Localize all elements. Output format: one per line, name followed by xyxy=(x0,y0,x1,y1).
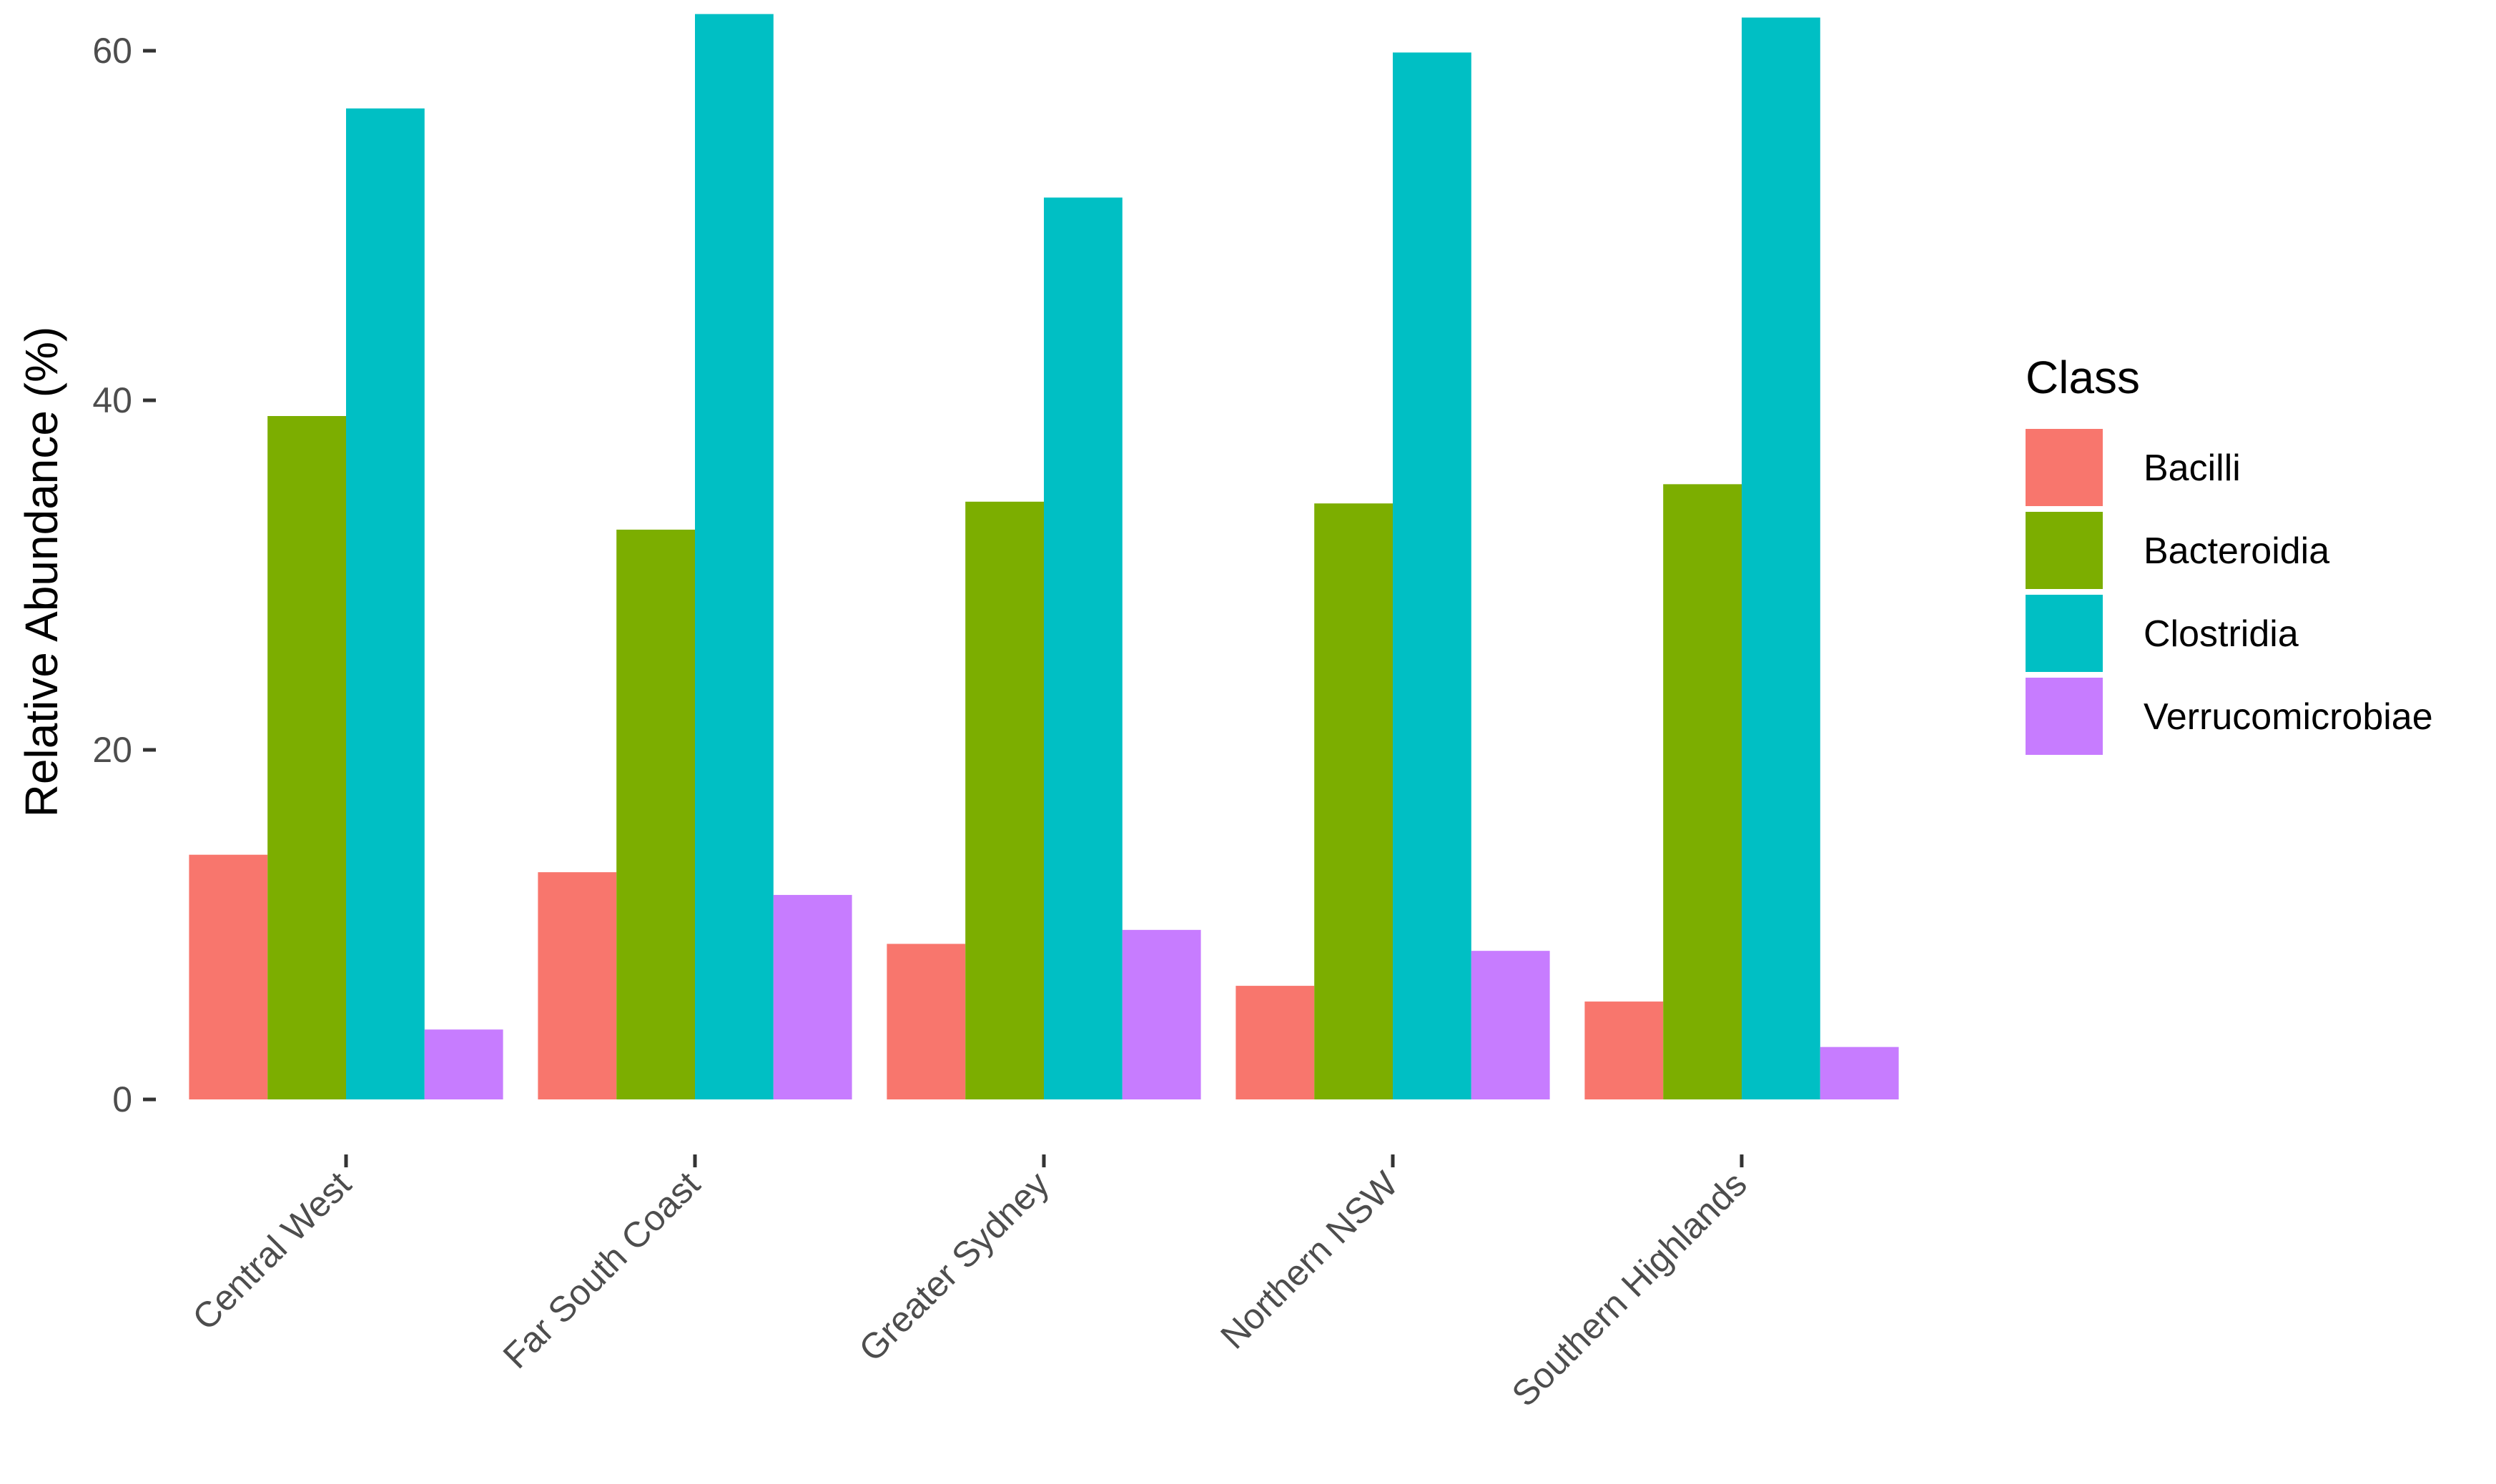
y-axis: 0 20 40 60 xyxy=(92,31,156,1119)
x-tick-label-central-west: Central West xyxy=(184,1164,358,1337)
bar-clostridia-northern-nsw xyxy=(1393,52,1471,1100)
x-axis: Central West Far South Coast Greater Sydne… xyxy=(184,1154,1755,1414)
legend-label-clostridia: Clostridia xyxy=(2144,613,2299,655)
bar-bacteroidia-central-west xyxy=(267,416,346,1099)
legend-label-bacteroidia: Bacteroidia xyxy=(2144,530,2329,572)
bar-bacilli-central-west xyxy=(189,854,268,1099)
y-tick-label: 60 xyxy=(92,31,132,71)
y-axis-title: Relative Abundance (%) xyxy=(16,327,67,818)
bar-bacteroidia-far-south-coast xyxy=(616,529,695,1099)
bar-bacteroidia-southern-highlands xyxy=(1663,484,1742,1099)
bar-bacilli-far-south-coast xyxy=(538,872,617,1099)
x-tick-label-far-south-coast: Far South Coast xyxy=(495,1164,708,1376)
bar-bacteroidia-northern-nsw xyxy=(1314,503,1393,1099)
bar-verrucomicrobiae-central-west xyxy=(424,1029,503,1099)
bar-clostridia-far-south-coast xyxy=(695,14,774,1099)
bar-clostridia-southern-highlands xyxy=(1742,17,1820,1099)
bar-bacteroidia-greater-sydney xyxy=(965,501,1044,1099)
bar-verrucomicrobiae-far-south-coast xyxy=(773,894,852,1099)
bar-clostridia-greater-sydney xyxy=(1044,197,1123,1099)
legend-key-bacteroidia xyxy=(2026,512,2103,589)
legend-label-bacilli: Bacilli xyxy=(2144,447,2241,489)
legend-label-verrucomicrobiae: Verrucomicrobiae xyxy=(2144,696,2433,738)
bar-verrucomicrobiae-greater-sydney xyxy=(1122,929,1201,1099)
legend-title: Class xyxy=(2026,352,2140,403)
y-tick-label: 40 xyxy=(92,380,132,420)
legend-key-verrucomicrobiae xyxy=(2026,678,2103,755)
legend: Class Bacilli Bacteroidia Clostridia Verruc… xyxy=(2026,352,2433,755)
legend-key-bacilli xyxy=(2026,429,2103,506)
bar-verrucomicrobiae-southern-highlands xyxy=(1820,1047,1899,1099)
bar-bacilli-southern-highlands xyxy=(1584,1001,1664,1099)
x-tick-label-greater-sydney: Greater Sydney xyxy=(852,1164,1057,1369)
bar-bacilli-northern-nsw xyxy=(1235,986,1315,1099)
legend-key-clostridia xyxy=(2026,595,2103,672)
y-tick-label: 0 xyxy=(112,1079,132,1119)
x-tick-label-southern-highlands: Southern Highlands xyxy=(1504,1164,1755,1414)
bar-clostridia-central-west xyxy=(346,108,425,1099)
bar-verrucomicrobiae-northern-nsw xyxy=(1471,951,1550,1099)
x-tick-label-northern-nsw: Northern NSW xyxy=(1213,1164,1406,1357)
y-tick-label: 20 xyxy=(92,730,132,770)
bars xyxy=(189,14,1899,1100)
bar-bacilli-greater-sydney xyxy=(887,944,966,1099)
